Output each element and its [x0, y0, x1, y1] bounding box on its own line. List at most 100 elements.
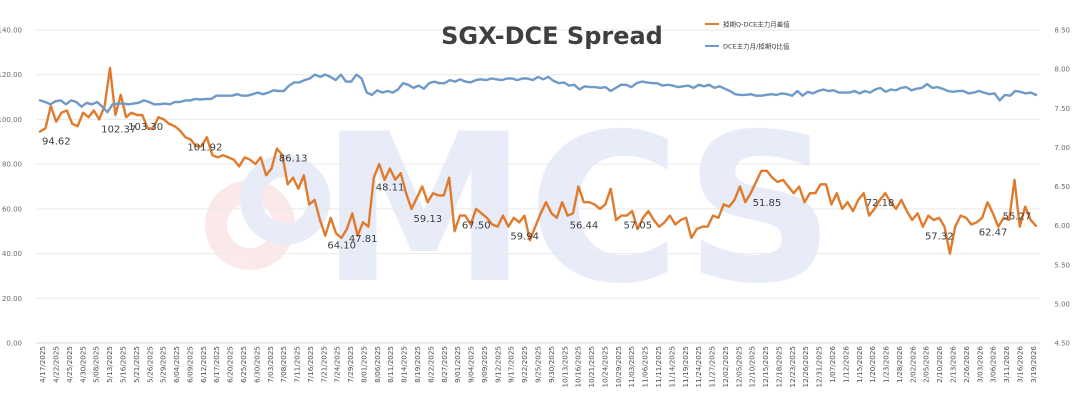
right-tick-label: 6.50 — [1054, 183, 1070, 191]
x-tick-label: 9/01/2025 — [453, 346, 462, 383]
legend-label-ratio: DCE主力月/掉期Q比值 — [723, 42, 790, 51]
x-tick-label: 7/29/2025 — [346, 346, 355, 383]
data-label: 48.11 — [376, 183, 405, 194]
right-axis: 4.50 5.00 5.50 6.00 6.50 7.00 7.50 8.00 8.50 — [1054, 27, 1070, 348]
data-label: 101.92 — [187, 142, 222, 153]
x-tick-label: 4/22/2025 — [52, 346, 61, 383]
x-tick-label: 5/16/2025 — [119, 346, 128, 383]
data-label: 56.62 — [1056, 0, 1080, 3]
x-tick-label: 2/10/2026 — [935, 346, 944, 383]
x-tick-label: 2/05/2026 — [922, 346, 931, 383]
x-tick-label: 8/14/2025 — [400, 346, 409, 383]
watermark-ring-red — [205, 180, 295, 270]
x-tick-label: 6/30/2025 — [252, 346, 261, 383]
data-label: 47.74 — [1019, 0, 1048, 3]
x-tick-label: 1/23/2026 — [882, 346, 891, 383]
x-tick-label: 7/16/2025 — [306, 346, 315, 383]
right-tick-label: 5.50 — [1054, 261, 1070, 269]
x-tick-label: 11/03/2025 — [627, 346, 636, 387]
series-lines — [38, 66, 1038, 255]
series-line-ratio — [38, 73, 1038, 114]
right-tick-label: 7.00 — [1054, 144, 1070, 152]
x-tick-label: 11/27/2025 — [708, 346, 717, 387]
data-label: 94.62 — [42, 137, 71, 148]
right-tick-label: 6.00 — [1054, 222, 1070, 230]
x-tick-label: 11/19/2025 — [681, 346, 690, 387]
x-tick-label: 11/11/2025 — [654, 346, 663, 387]
x-tick-label: 5/13/2025 — [105, 346, 114, 383]
x-tick-label: 4/30/2025 — [78, 346, 87, 383]
x-tick-label: 4/17/2025 — [38, 346, 47, 383]
data-label: 72.18 — [866, 198, 895, 209]
data-label: 86.13 — [279, 153, 308, 164]
x-tick-label: 10/16/2025 — [574, 346, 583, 387]
data-label: 56.44 — [570, 221, 599, 232]
right-tick-label: 4.50 — [1054, 340, 1070, 348]
x-tick-label: 10/21/2025 — [587, 346, 596, 387]
x-tick-label: 6/17/2025 — [212, 346, 221, 383]
x-tick-label: 6/12/2025 — [199, 346, 208, 383]
right-tick-label: 8.50 — [1054, 27, 1070, 35]
x-tick-label: 8/01/2025 — [359, 346, 368, 383]
x-tick-label: 3/11/2026 — [1002, 346, 1011, 383]
left-tick-label: 40.00 — [2, 250, 22, 258]
data-label: 55.27 — [1003, 212, 1032, 223]
x-tick-label: 1/07/2026 — [828, 346, 837, 383]
x-tick-label: 10/13/2025 — [560, 346, 569, 387]
x-tick-label: 12/18/2025 — [774, 346, 783, 387]
x-tick-label: 9/30/2025 — [547, 346, 556, 383]
x-tick-label: 11/14/2025 — [667, 346, 676, 387]
x-tick-label: 12/31/2025 — [815, 346, 824, 387]
left-tick-label: 60.00 — [2, 205, 22, 213]
x-tick-label: 9/25/2025 — [534, 346, 543, 383]
x-tick-label: 10/29/2025 — [614, 346, 623, 387]
left-tick-label: 140.00 — [0, 27, 22, 35]
left-tick-label: 120.00 — [0, 71, 22, 79]
x-tick-label: 7/21/2025 — [319, 346, 328, 383]
watermark-text: MCS — [320, 91, 835, 329]
x-tick-label: 8/11/2025 — [386, 346, 395, 383]
x-tick-label: 5/29/2025 — [159, 346, 168, 383]
x-tick-label: 8/19/2025 — [413, 346, 422, 383]
x-tick-label: 12/05/2025 — [734, 346, 743, 387]
x-tick-label: 9/04/2025 — [467, 346, 476, 383]
series-line-spread — [38, 66, 1038, 255]
right-tick-label: 8.00 — [1054, 66, 1070, 74]
x-tick-label: 2/26/2026 — [962, 346, 971, 383]
x-tick-label: 6/20/2025 — [226, 346, 235, 383]
data-label: 62.47 — [979, 227, 1008, 238]
chart-title: SGX-DCE Spread — [441, 22, 663, 50]
legend: 掉期Q-DCE主力月差值 DCE主力月/掉期Q比值 — [705, 20, 790, 51]
x-tick-label: 12/26/2025 — [801, 346, 810, 387]
data-label: 59.13 — [413, 214, 442, 225]
x-tick-label: 9/12/2025 — [493, 346, 502, 383]
left-axis: 0.00 20.00 40.00 60.00 80.00 100.00 120.00 140.… — [0, 27, 22, 348]
x-tick-label: 5/26/2025 — [145, 346, 154, 383]
x-tick-label: 7/11/2025 — [293, 346, 302, 383]
gridlines — [36, 29, 1040, 344]
x-tick-label: 1/20/2026 — [868, 346, 877, 383]
data-label: 59.94 — [510, 232, 539, 243]
x-tick-label: 1/28/2026 — [895, 346, 904, 383]
data-label: 47.81 — [349, 234, 378, 245]
left-tick-label: 80.00 — [2, 161, 22, 169]
x-tick-label: 1/12/2026 — [841, 346, 850, 383]
x-tick-label: 9/17/2025 — [507, 346, 516, 383]
legend-label-spread: 掉期Q-DCE主力月差值 — [723, 20, 790, 29]
x-tick-label: 7/08/2025 — [279, 346, 288, 383]
x-tick-label: 3/16/2026 — [1015, 346, 1024, 383]
data-label: 51.85 — [753, 198, 782, 209]
x-tick-label: 3/03/2026 — [975, 346, 984, 383]
left-tick-label: 20.00 — [2, 295, 22, 303]
mcs-watermark: MCS — [205, 91, 835, 329]
x-tick-label: 2/13/2026 — [948, 346, 957, 383]
x-tick-label: 12/10/2025 — [748, 346, 757, 387]
x-tick-label: 11/06/2025 — [641, 346, 650, 387]
left-tick-label: 0.00 — [6, 340, 22, 348]
x-tick-label: 12/15/2025 — [761, 346, 770, 387]
x-tick-label: 6/09/2025 — [185, 346, 194, 383]
x-tick-label: 2/02/2026 — [908, 346, 917, 383]
data-label: 64.10 — [327, 241, 356, 252]
x-tick-label: 1/15/2026 — [855, 346, 864, 383]
